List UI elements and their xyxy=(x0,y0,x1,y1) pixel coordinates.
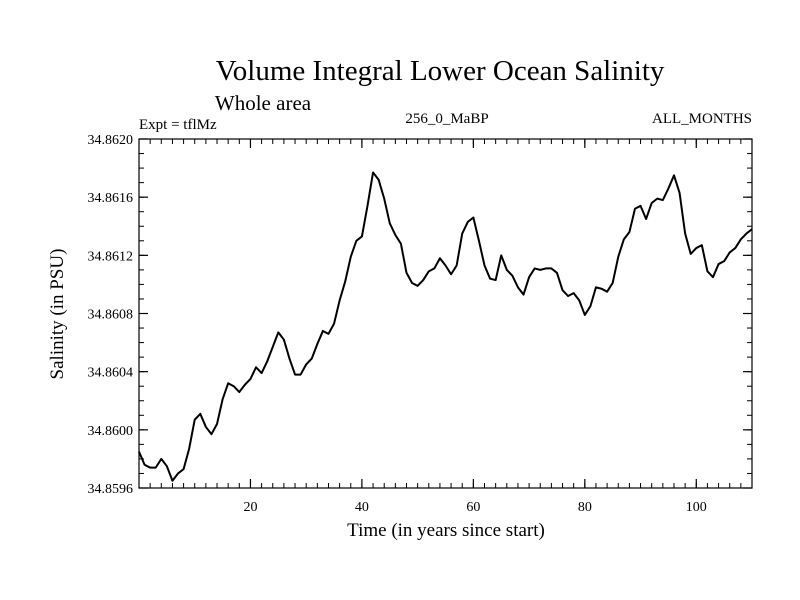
chart-subtitle: Whole area xyxy=(215,91,312,115)
run-label: 256_0_MaBP xyxy=(405,111,488,127)
plot-frame xyxy=(138,138,753,489)
y-tick-label: 34.8616 xyxy=(88,191,134,206)
months-label: ALL_MONTHS xyxy=(652,111,752,127)
y-tick-label: 34.8604 xyxy=(88,366,134,381)
y-tick-label: 34.8596 xyxy=(88,482,134,497)
y-axis-label: Salinity (in PSU) xyxy=(47,249,68,380)
y-tick-label: 34.8600 xyxy=(88,424,134,439)
experiment-label: Expt = tflMz xyxy=(139,117,217,133)
axis-tick-labels: 20 40 60 80 100 34.8596 34.8600 34.8604 34.8608 3… xyxy=(88,133,707,515)
y-tick-label: 34.8620 xyxy=(88,133,134,148)
x-tick-label: 80 xyxy=(578,500,592,515)
salinity-series-line xyxy=(138,171,753,482)
chart-title: Volume Integral Lower Ocean Salinity xyxy=(216,55,665,87)
y-tick-label: 34.8608 xyxy=(88,308,134,323)
x-tick-label: 40 xyxy=(355,500,369,515)
x-tick-label: 20 xyxy=(243,500,257,515)
y-tick-label: 34.8612 xyxy=(88,249,134,264)
x-tick-label: 100 xyxy=(686,500,707,515)
x-axis-label: Time (in years since start) xyxy=(347,520,545,541)
x-tick-label: 60 xyxy=(466,500,480,515)
